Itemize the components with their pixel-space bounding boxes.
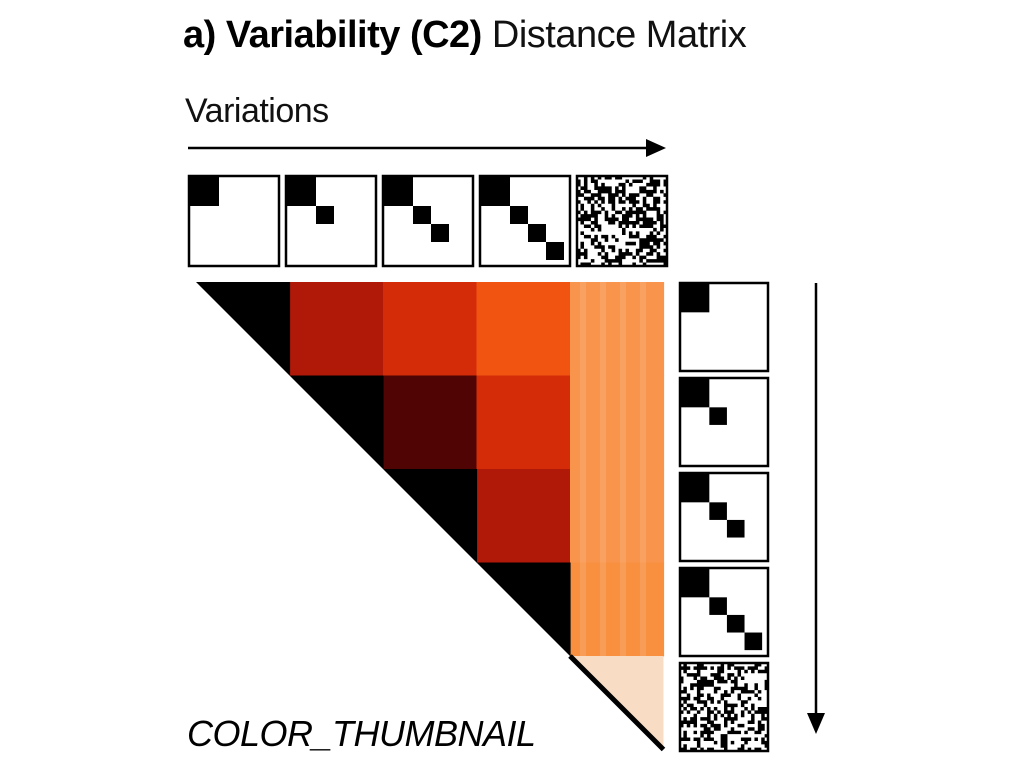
diagonal-block xyxy=(709,407,727,425)
matrix-cell-r1-c4 xyxy=(570,375,665,470)
right-thumbnail-1 xyxy=(678,281,770,373)
top-thumbnail-4 xyxy=(478,174,572,268)
figure-title: a) Variability (C2) Distance Matrix xyxy=(183,12,747,58)
diagonal-block xyxy=(315,205,334,224)
matrix-cell-r0-c3 xyxy=(476,282,571,377)
right-thumbnail-3 xyxy=(678,471,770,563)
thumbnail-border xyxy=(478,174,572,268)
noise-pattern xyxy=(577,176,668,267)
distance-matrix xyxy=(194,282,666,752)
vertical-arrow xyxy=(807,283,825,734)
vertical-arrow-head xyxy=(807,713,825,734)
right-thumbnail-4 xyxy=(678,566,770,658)
column-streak xyxy=(580,282,586,656)
diagonal-block xyxy=(680,473,710,503)
lower-triangle-mask xyxy=(194,282,666,752)
matrix-cell-r3-c4 xyxy=(570,562,665,657)
horizontal-arrow xyxy=(188,139,666,157)
diagonal-block xyxy=(726,519,745,538)
matrix-cell-r0-c1 xyxy=(289,282,384,377)
variations-axis-label: Variations xyxy=(185,92,329,130)
top-thumbnail-2 xyxy=(284,174,378,268)
matrix-cell-r1-c3 xyxy=(476,375,571,470)
diagonal-block xyxy=(744,632,763,651)
top-thumbnail-row xyxy=(187,174,669,268)
thumbnail-border xyxy=(678,376,770,468)
diagonal-block xyxy=(412,205,431,224)
matrix-cell-r2-c3 xyxy=(476,469,571,564)
title-panel-label: a) xyxy=(183,14,216,56)
diagonal-block xyxy=(680,378,710,408)
diagonal-block xyxy=(527,223,546,242)
top-thumbnail-5 xyxy=(575,174,669,268)
right-thumbnail-2 xyxy=(678,376,770,468)
top-thumbnail-1 xyxy=(187,174,281,268)
column-streak xyxy=(620,282,626,656)
diagonal-block xyxy=(430,223,449,242)
matrix-cell-r0-c2 xyxy=(383,282,478,377)
diagonal-block xyxy=(509,205,528,224)
diagonal-block xyxy=(383,176,413,206)
right-thumbnail-5 xyxy=(678,661,770,753)
title-subtitle: Distance Matrix xyxy=(491,14,747,56)
thumbnail-border xyxy=(678,661,770,753)
diagonal-edge xyxy=(568,654,666,752)
diagonal-block xyxy=(189,176,219,206)
thumbnail-border xyxy=(284,174,378,268)
column-streak xyxy=(600,282,606,656)
diagonal-block xyxy=(726,614,745,633)
thumbnail-border xyxy=(187,174,281,268)
column-streak xyxy=(640,282,646,656)
thumbnail-border xyxy=(678,281,770,373)
matrix-cell-r1-c2 xyxy=(383,375,478,470)
thumbnail-border xyxy=(381,174,475,268)
title-name: Variability (C2) xyxy=(225,14,482,56)
matrix-cell-r2-c4 xyxy=(570,469,665,564)
thumbnail-border xyxy=(575,174,669,268)
thumbnail-border xyxy=(678,566,770,658)
diagonal-block xyxy=(680,568,710,598)
diagonal-block xyxy=(709,502,727,520)
horizontal-arrow-head xyxy=(646,139,666,157)
diagonal-block xyxy=(680,283,710,313)
matrix-cell-r0-c4 xyxy=(570,282,665,377)
diagonal-block xyxy=(545,241,564,260)
metric-label: COLOR_THUMBNAIL xyxy=(187,713,536,754)
diagonal-block xyxy=(286,176,316,206)
noise-pattern xyxy=(680,663,769,752)
diagonal-block xyxy=(480,176,510,206)
thumbnail-border xyxy=(678,471,770,563)
right-thumbnail-column xyxy=(678,281,770,753)
diagonal-block xyxy=(709,597,727,615)
top-thumbnail-3 xyxy=(381,174,475,268)
